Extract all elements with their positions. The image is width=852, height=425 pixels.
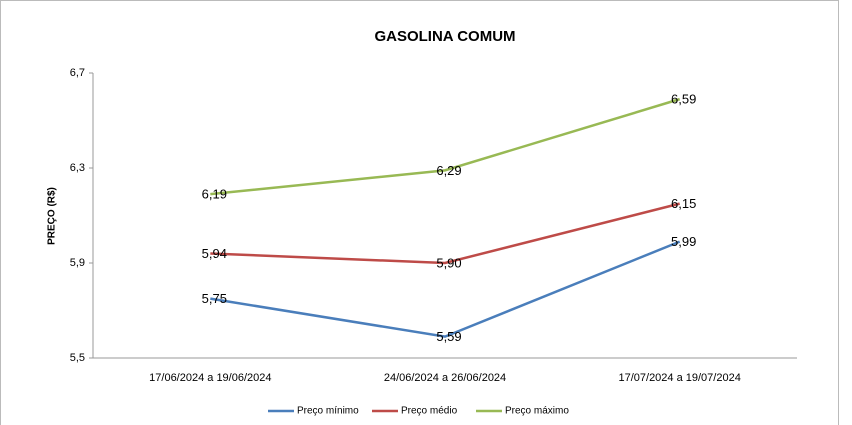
- x-tick-label: 17/07/2024 a 19/07/2024: [618, 372, 740, 384]
- data-label: 6,29: [436, 163, 461, 178]
- data-label: 6,19: [202, 187, 227, 202]
- line-series: [210, 202, 680, 265]
- data-label: 6,59: [671, 92, 696, 107]
- data-label: 6,15: [671, 196, 696, 211]
- y-tick-label: 5,9: [70, 257, 85, 269]
- line-series: [210, 97, 681, 196]
- x-tick-label: 24/06/2024 a 26/06/2024: [384, 372, 506, 384]
- data-label: 5,90: [436, 255, 461, 270]
- data-label: 5,75: [202, 291, 227, 306]
- y-tick-label: 6,3: [70, 162, 85, 174]
- legend-label: Preço mínimo: [297, 406, 359, 417]
- y-axis-label: PREÇO (R$): [47, 187, 58, 245]
- legend-label: Preço máximo: [505, 406, 569, 417]
- x-tick-label: 17/06/2024 a 19/06/2024: [149, 372, 271, 384]
- legend-label: Preço médio: [401, 406, 458, 417]
- y-tick-label: 6,7: [70, 67, 85, 79]
- y-tick-label: 5,5: [70, 352, 85, 364]
- chart-title: GASOLINA COMUM: [374, 28, 515, 45]
- line-series: [210, 240, 681, 338]
- data-label: 5,99: [671, 234, 696, 249]
- data-label: 5,59: [436, 329, 461, 344]
- data-label: 5,94: [202, 246, 227, 261]
